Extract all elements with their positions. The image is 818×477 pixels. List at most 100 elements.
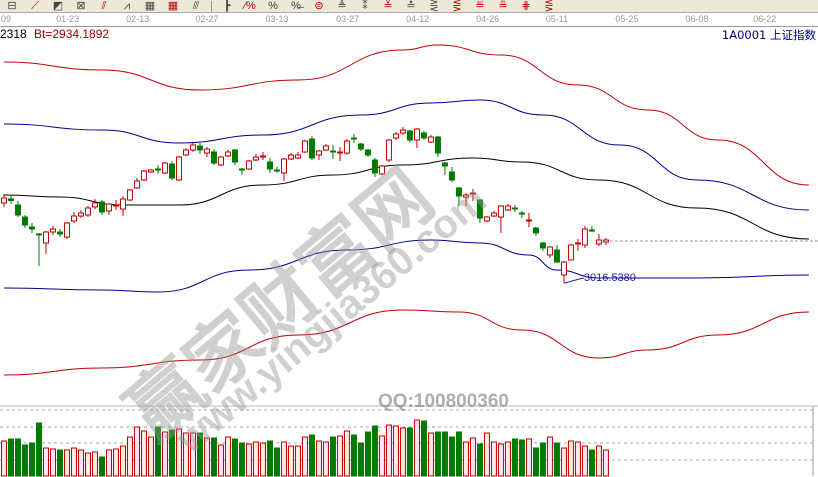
candle-up xyxy=(504,205,511,211)
candle-down xyxy=(357,143,364,150)
volume-bar-up xyxy=(294,445,301,477)
volume-bar-down xyxy=(539,442,546,477)
volume-bar-up xyxy=(497,443,504,477)
grid-table-2-icon[interactable]: ▦ xyxy=(167,0,179,12)
percent-line-icon[interactable]: ∕% xyxy=(244,0,256,12)
volume-bar-up xyxy=(77,449,84,477)
x-tick-label: 04-12 xyxy=(406,14,430,24)
candle-up xyxy=(217,156,224,166)
gold-bar-icon[interactable]: ≛ xyxy=(406,0,416,12)
volume-bar-up xyxy=(84,452,91,477)
triangle-grid-icon[interactable]: ⊠ xyxy=(76,0,86,12)
volume-bar-down xyxy=(364,431,371,477)
candle-up xyxy=(595,239,602,245)
candle-up xyxy=(301,140,308,153)
gold-line-icon[interactable]: ≜ xyxy=(337,0,347,12)
volume-bar-up xyxy=(581,445,588,477)
candle-down xyxy=(231,149,238,163)
volume-bar-up xyxy=(385,424,392,477)
candle-up xyxy=(497,205,504,218)
x-tick-label: 04-26 xyxy=(476,14,500,24)
volume-bar-up xyxy=(378,435,385,477)
info-bar: 2318 Bt=2934.1892 1A0001 上证指数 xyxy=(0,27,818,42)
x-tick-label: 06-22 xyxy=(753,14,777,24)
volume-bar-up xyxy=(224,436,231,477)
candle-down xyxy=(553,249,560,263)
bars-icon[interactable]: ⊟ xyxy=(7,0,17,12)
candle-up xyxy=(119,198,126,210)
gold-lines-icon[interactable]: ≝ xyxy=(475,0,485,12)
volume-bar-up xyxy=(182,432,189,477)
fib-icon[interactable]: ≚ xyxy=(383,0,393,12)
candle-down xyxy=(518,212,525,215)
candle-down xyxy=(210,151,217,164)
volume-bar-up xyxy=(175,428,182,477)
volume-bar-up xyxy=(413,419,420,477)
volume-bar-up xyxy=(469,437,476,477)
candle-up xyxy=(91,202,98,208)
candle-down xyxy=(350,137,357,140)
grid-table-icon[interactable]: ▦ xyxy=(144,0,156,12)
candle-up xyxy=(525,219,532,222)
volume-bar-up xyxy=(315,440,322,477)
price-scale-icon[interactable]: ┣ xyxy=(223,0,231,12)
candle-down xyxy=(14,204,21,216)
marker-icon[interactable]: ⁑ xyxy=(362,0,368,12)
candle-down xyxy=(154,168,161,171)
fan-lines-2-icon[interactable]: ⋚ xyxy=(452,0,462,12)
volume-bar-up xyxy=(105,449,112,477)
percent-fill-icon[interactable]: %̶ xyxy=(291,0,301,12)
volume-bar-down xyxy=(231,438,238,477)
x-tick-label: 01-23 xyxy=(56,14,80,24)
volume-bar-up xyxy=(427,432,434,477)
candle-down xyxy=(455,187,462,197)
circle-coin-icon[interactable]: ⊜ xyxy=(314,0,324,12)
symbol-label[interactable]: 1A0001 上证指数 xyxy=(721,28,816,42)
fan-lines-icon[interactable]: ⋛ xyxy=(429,0,439,12)
candle-up xyxy=(560,261,567,276)
candle-up xyxy=(203,148,210,154)
volume-bar-down xyxy=(441,431,448,477)
candle-up xyxy=(567,244,574,261)
candle-up xyxy=(105,203,112,212)
volume-bar-up xyxy=(259,442,266,477)
candle-up xyxy=(343,140,350,154)
volume-bar-down xyxy=(553,442,560,477)
volume-bar-up xyxy=(462,441,469,477)
candle-up xyxy=(224,151,231,157)
volume-bar-down xyxy=(196,432,203,477)
volume-bar-up xyxy=(525,438,532,477)
red-lines-icon[interactable]: ≞ xyxy=(498,0,508,12)
fan-line-red-icon[interactable]: ⟋ xyxy=(31,0,39,12)
volume-bar-up xyxy=(280,441,287,477)
candle-down xyxy=(98,201,105,213)
candle-up xyxy=(294,154,301,159)
volume-bar-down xyxy=(154,426,161,477)
candle-up xyxy=(385,139,392,161)
fan-fill-icon[interactable]: ◩ xyxy=(52,0,64,12)
candle-up xyxy=(490,212,497,217)
x-tick-label: 09 xyxy=(0,14,12,24)
volume-bar-up xyxy=(126,436,133,477)
percent-icon[interactable]: % xyxy=(268,0,278,12)
candle-up xyxy=(189,144,196,151)
candle-down xyxy=(448,171,455,181)
volume-bar-up xyxy=(49,448,56,477)
indicator-value: 2318 xyxy=(0,27,27,41)
candle-up xyxy=(315,150,322,156)
volume-bar-down xyxy=(35,422,42,477)
parallel-lines-icon[interactable]: ⫽ xyxy=(101,0,107,12)
channel-icon[interactable]: ⫻ xyxy=(192,0,200,12)
candle-down xyxy=(371,159,378,174)
candle-up xyxy=(336,151,343,154)
outer-lower-band-line xyxy=(3,309,809,376)
candle-up xyxy=(70,215,77,222)
volume-bar-up xyxy=(602,449,609,477)
wave-icon[interactable]: ⩘ xyxy=(123,0,131,12)
candle-down xyxy=(476,199,483,219)
candle-up xyxy=(175,156,182,181)
cross-lines-icon[interactable]: ⋕ xyxy=(521,0,531,12)
tri-lines-icon[interactable]: ⋚ xyxy=(544,0,554,12)
volume-bar-down xyxy=(56,449,63,477)
